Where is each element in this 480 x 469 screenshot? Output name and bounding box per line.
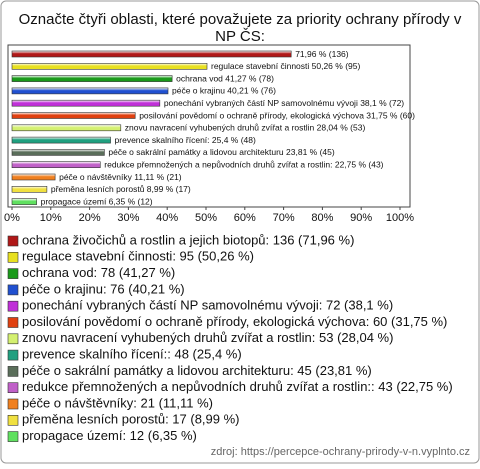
x-tick-label: 0% bbox=[4, 212, 20, 224]
bar bbox=[11, 173, 56, 181]
chart-title: Označte čtyři oblasti, které považujete … bbox=[19, 11, 462, 45]
x-tick-label: 40% bbox=[156, 212, 178, 224]
legend-swatch bbox=[7, 300, 19, 312]
x-tick-label: 70% bbox=[273, 212, 295, 224]
legend-label: prevence skalního řícení:: 48 (25,4 %) bbox=[22, 347, 242, 362]
value-label: redukce přemnožených a nepůvodních druhů… bbox=[104, 159, 383, 169]
x-tick-label: 10% bbox=[40, 212, 62, 224]
legend-label: péče o krajinu: 76 (40,21 %) bbox=[22, 281, 185, 296]
bar bbox=[11, 50, 292, 58]
legend-label: znovu navracení vyhubených druhů zvířat … bbox=[22, 330, 393, 345]
bar bbox=[11, 124, 122, 132]
legend-swatch bbox=[7, 398, 19, 410]
legend-label: redukce přemnožených a nepůvodních druhů… bbox=[22, 379, 453, 394]
source: zdroj: https://percepce-ochrany-prirody-… bbox=[211, 446, 470, 458]
value-label: prevence skalního řícení: 25,4 % (48) bbox=[115, 135, 256, 145]
x-tick-label: 50% bbox=[195, 212, 217, 224]
value-label: ponechání vybraných částí NP samovolnému… bbox=[164, 98, 404, 108]
bar bbox=[11, 149, 105, 156]
legend-label: přeměna lesních porostů: 17 (8,99 %) bbox=[22, 412, 240, 427]
legend-label: ponechání vybraných částí NP samovolnému… bbox=[22, 298, 393, 313]
x-tick-label: 30% bbox=[117, 212, 139, 224]
legend-swatch bbox=[7, 366, 19, 377]
legend-label: ochrana živočichů a rostlin a jejich bio… bbox=[22, 232, 354, 247]
legend-swatch bbox=[7, 382, 19, 394]
bar bbox=[11, 87, 169, 95]
legend-swatch bbox=[7, 333, 19, 345]
legend-swatch bbox=[7, 349, 19, 361]
x-tick-label: 100% bbox=[386, 212, 414, 224]
bar bbox=[11, 75, 173, 82]
value-label: posilování povědomí o ochraně přírody, e… bbox=[139, 110, 415, 120]
bar bbox=[11, 161, 101, 168]
value-label: ochrana vod 41,27 % (78) bbox=[176, 73, 274, 83]
legend-swatch bbox=[7, 284, 19, 296]
bar bbox=[11, 136, 111, 144]
legend-label: posilování povědomí o ochraně přírody, e… bbox=[22, 314, 447, 329]
legend-swatch bbox=[7, 414, 19, 426]
value-label: péče o návštěvníky 11,11 % (21) bbox=[59, 172, 182, 182]
value-label: péče o sakrální památky a lidovou archit… bbox=[108, 147, 334, 157]
x-tick-label: 60% bbox=[234, 212, 256, 224]
legend-label: ochrana vod: 78 (41,27 %) bbox=[22, 265, 175, 280]
bar bbox=[11, 112, 136, 119]
value-label: 71,96 % (136) bbox=[295, 49, 349, 59]
legend-swatch bbox=[7, 317, 19, 328]
legend-label: propagace území: 12 (6,35 %) bbox=[22, 428, 197, 443]
value-label: péče o krajinu 40,21 % (76) bbox=[172, 86, 276, 96]
legend-label: regulace stavební činnosti: 95 (50,26 %) bbox=[22, 249, 254, 264]
x-tick-label: 90% bbox=[350, 212, 372, 224]
legend-label: péče o návštěvníky: 21 (11,11 %) bbox=[22, 395, 213, 410]
x-tick-label: 80% bbox=[311, 212, 333, 224]
value-label: přeměna lesních porostů 8,99 % (17) bbox=[51, 184, 191, 194]
legend-swatch bbox=[7, 235, 19, 247]
plot-frame bbox=[7, 44, 411, 208]
value-label: regulace stavební činnosti 50,26 % (95) bbox=[211, 61, 360, 71]
legend-swatch bbox=[7, 268, 19, 279]
legend-swatch bbox=[7, 252, 19, 263]
bar bbox=[11, 99, 161, 107]
bar bbox=[11, 198, 37, 205]
value-label: propagace území 6,35 % (12) bbox=[41, 196, 153, 206]
legend-label: péče o sakrální památky a lidovou archit… bbox=[22, 363, 372, 378]
bar bbox=[11, 186, 48, 193]
legend-swatch bbox=[7, 431, 19, 442]
value-label: znovu navracení vyhubených druhů zvířat … bbox=[125, 123, 366, 133]
x-tick-label: 20% bbox=[79, 212, 101, 224]
bar bbox=[11, 62, 208, 70]
